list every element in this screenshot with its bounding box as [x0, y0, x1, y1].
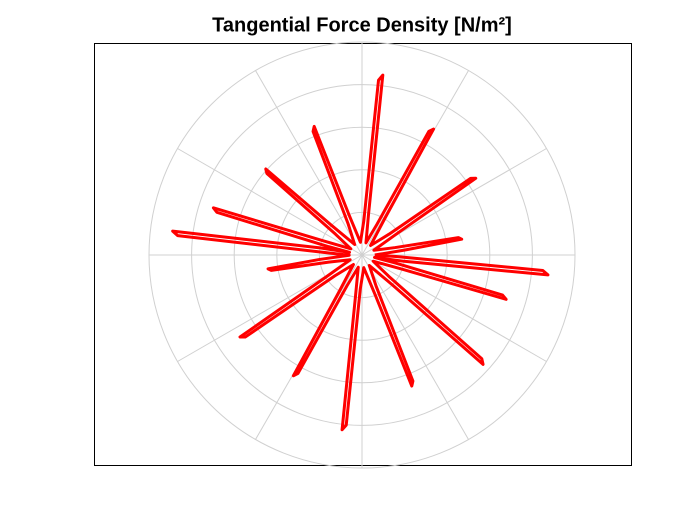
polar-line — [171, 73, 550, 432]
grid-spoke — [361, 254, 547, 362]
grid-spoke — [177, 148, 363, 256]
grid-spoke — [255, 70, 363, 256]
grid-spoke — [361, 254, 469, 440]
chart-title: Tangential Force Density [N/m²] — [212, 14, 512, 36]
